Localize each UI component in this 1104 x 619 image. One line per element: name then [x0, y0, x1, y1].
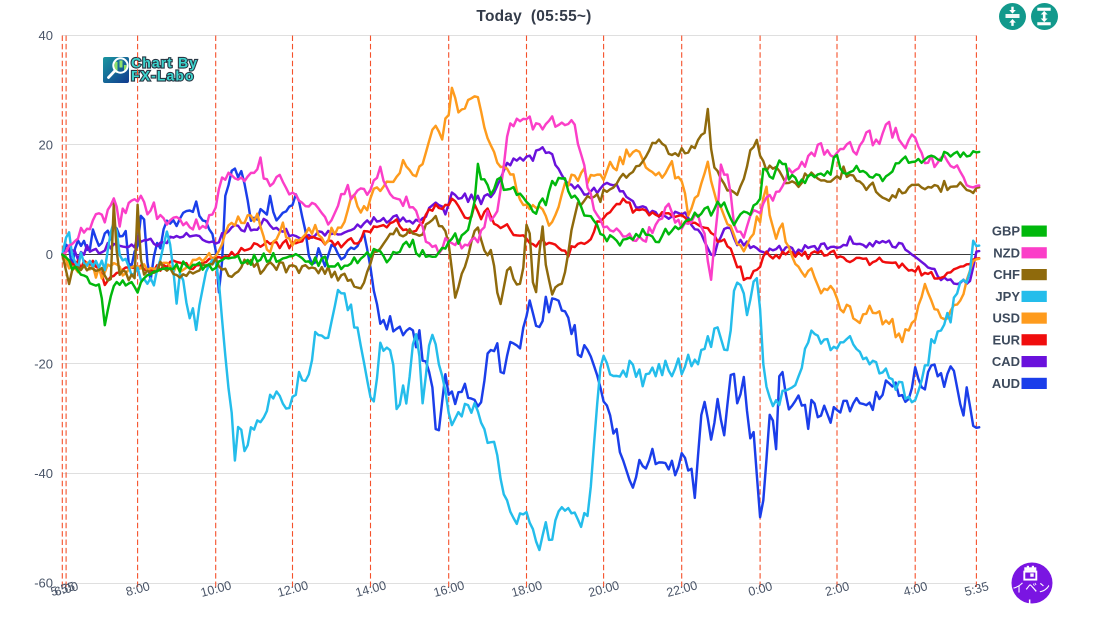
- svg-text:8:00: 8:00: [124, 579, 151, 599]
- svg-text:-60: -60: [34, 576, 53, 591]
- svg-text:CHF: CHF: [993, 267, 1020, 282]
- svg-text:イベン: イベン: [1012, 581, 1050, 595]
- svg-text:5:55: 5:55: [49, 579, 76, 599]
- svg-text:USD: USD: [993, 311, 1020, 326]
- svg-text:0: 0: [46, 247, 53, 262]
- svg-text:5:35: 5:35: [963, 579, 990, 599]
- svg-text:20: 20: [39, 138, 53, 153]
- svg-text:GBP: GBP: [992, 224, 1021, 239]
- svg-text:4:00: 4:00: [902, 579, 929, 599]
- svg-text:FX-Labo: FX-Labo: [131, 68, 195, 84]
- svg-text:CAD: CAD: [992, 354, 1020, 369]
- svg-text:JPY: JPY: [995, 289, 1020, 304]
- svg-text:Today (05:55~): Today (05:55~): [476, 8, 591, 25]
- svg-text:AUD: AUD: [992, 376, 1020, 391]
- svg-text:Chart By: Chart By: [131, 55, 198, 71]
- svg-text:2:00: 2:00: [824, 579, 851, 599]
- svg-text:6:00: 6:00: [53, 579, 80, 599]
- svg-text:NZD: NZD: [993, 245, 1020, 260]
- svg-text:0:00: 0:00: [747, 579, 774, 599]
- svg-text:-40: -40: [34, 466, 53, 481]
- svg-text:40: 40: [39, 28, 53, 43]
- svg-text:-20: -20: [34, 357, 53, 372]
- svg-text:EUR: EUR: [993, 332, 1021, 347]
